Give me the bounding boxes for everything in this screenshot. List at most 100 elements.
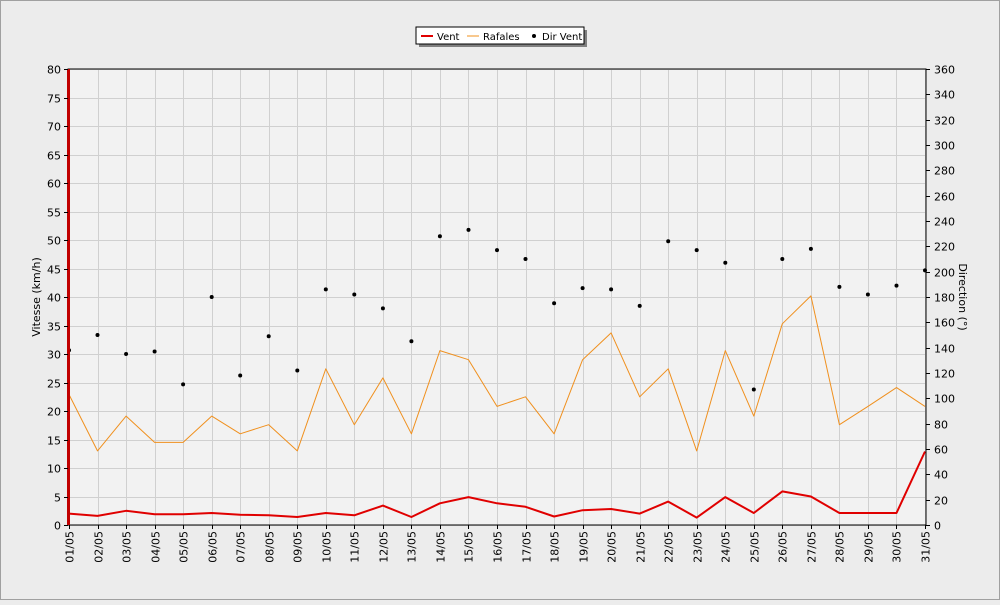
point-dir-vent <box>95 333 100 337</box>
legend-label-rafales: Rafales <box>483 32 520 43</box>
x-tick-label: 23/05 <box>692 531 705 563</box>
y2-tick-label: 200 <box>934 267 955 280</box>
y2-tick-label: 0 <box>934 520 941 533</box>
point-dir-vent <box>323 287 328 292</box>
y-tick-label: 20 <box>47 406 61 419</box>
point-dir-vent <box>238 373 243 378</box>
y-tick-label: 45 <box>47 264 61 277</box>
y-tick-label: 5 <box>54 492 61 505</box>
y2-tick-label: 300 <box>934 140 955 153</box>
y2-tick-label: 280 <box>934 165 955 178</box>
x-tick-label: 05/05 <box>178 531 191 563</box>
y-tick-label: 10 <box>47 463 61 476</box>
y2-tick-label: 120 <box>934 368 955 381</box>
x-tick-label: 22/05 <box>663 531 676 563</box>
series-line-rafales <box>68 295 926 452</box>
y2-tick-label: 340 <box>934 89 955 102</box>
legend-swatch-dir-vent <box>532 34 536 38</box>
series-line-vent <box>68 451 926 519</box>
point-dir-vent <box>495 248 499 253</box>
point-dir-vent <box>209 295 214 299</box>
x-tick-label: 24/05 <box>720 531 733 563</box>
x-tick-label: 15/05 <box>463 531 476 563</box>
legend-label-dir-vent: Dir Vent <box>542 32 582 43</box>
x-tick-label: 28/05 <box>834 531 847 563</box>
y-tick-label: 15 <box>47 435 61 448</box>
point-dir-vent <box>523 257 528 261</box>
x-tick-label: 09/05 <box>292 531 305 563</box>
x-tick-label: 04/05 <box>150 531 163 563</box>
y2-tick-label: 260 <box>934 191 955 204</box>
x-tick-label: 31/05 <box>920 531 933 563</box>
y-tick-label: 60 <box>47 178 61 191</box>
point-dir-vent <box>723 260 728 265</box>
x-tick-label: 26/05 <box>777 531 790 563</box>
y-axis-left: 0 5 10 15 20 25 30 35 40 45 50 55 60 65 70 75 80 <box>47 64 68 533</box>
y-tick-label: 55 <box>47 207 61 220</box>
y-tick-label: 80 <box>47 64 61 77</box>
x-tick-label: 19/05 <box>578 531 591 563</box>
y2-tick-label: 360 <box>934 64 955 77</box>
y-tick-label: 30 <box>47 349 61 362</box>
x-tick-label: 20/05 <box>606 531 619 563</box>
x-axis: 01/05 02/05 03/05 04/05 05/05 06/05 07/05 08/05… <box>64 525 933 563</box>
legend: Vent Rafales Dir Vent <box>415 26 587 47</box>
y-tick-label: 35 <box>47 321 61 334</box>
x-tick-label: 07/05 <box>235 531 248 563</box>
point-dir-vent <box>865 292 870 297</box>
series-layer <box>67 227 927 519</box>
y-tick-label: 0 <box>54 520 61 533</box>
y-tick-label: 70 <box>47 121 61 134</box>
y-tick-label: 25 <box>47 378 61 391</box>
left-axis-highlight <box>67 69 70 525</box>
x-tick-label: 17/05 <box>521 531 534 563</box>
x-tick-label: 10/05 <box>321 531 334 563</box>
y-axis-right: 0 20 40 60 80 100 120 140 160 180 200 220 240 260 280 3… <box>926 64 955 533</box>
x-tick-label: 06/05 <box>207 531 220 563</box>
x-tick-label: 03/05 <box>121 531 134 563</box>
point-dir-vent <box>609 287 614 292</box>
y2-tick-label: 140 <box>934 343 955 356</box>
point-dir-vent <box>266 334 271 339</box>
point-dir-vent <box>637 303 642 308</box>
y2-tick-label: 160 <box>934 317 955 330</box>
point-dir-vent <box>694 248 699 253</box>
x-tick-label: 13/05 <box>406 531 419 563</box>
y2-tick-label: 220 <box>934 241 955 254</box>
y-tick-label: 65 <box>47 150 61 163</box>
legend-box <box>415 26 585 45</box>
y-tick-label: 40 <box>47 292 61 305</box>
x-tick-label: 18/05 <box>549 531 562 563</box>
y2-tick-label: 20 <box>934 495 948 508</box>
y-axis-label: Vitesse (km/h) <box>30 257 43 337</box>
point-dir-vent <box>751 387 756 392</box>
x-tick-label: 08/05 <box>264 531 277 563</box>
point-dir-vent <box>808 246 813 251</box>
x-tick-label: 29/05 <box>863 531 876 563</box>
y-tick-label: 50 <box>47 235 61 248</box>
x-tick-label: 16/05 <box>492 531 505 563</box>
point-dir-vent <box>837 284 842 289</box>
point-dir-vent <box>124 352 129 356</box>
point-dir-vent <box>181 382 186 387</box>
y2-tick-label: 320 <box>934 115 955 128</box>
point-dir-vent <box>295 368 300 373</box>
x-tick-label: 02/05 <box>93 531 106 563</box>
y2-tick-label: 240 <box>934 216 955 229</box>
point-dir-vent <box>894 283 899 288</box>
point-dir-vent <box>466 227 471 232</box>
point-dir-vent <box>580 286 585 291</box>
x-tick-label: 11/05 <box>349 531 362 563</box>
y2-tick-label: 100 <box>934 393 955 406</box>
y2-axis-label: Direction (°) <box>956 263 969 330</box>
point-dir-vent <box>780 257 785 261</box>
y2-tick-label: 60 <box>934 444 948 457</box>
point-dir-vent <box>666 239 671 244</box>
x-tick-label: 14/05 <box>435 531 448 563</box>
legend-label-vent: Vent <box>437 32 460 43</box>
point-dir-vent <box>552 301 557 306</box>
y2-tick-label: 180 <box>934 292 955 305</box>
point-dir-vent <box>152 349 157 354</box>
